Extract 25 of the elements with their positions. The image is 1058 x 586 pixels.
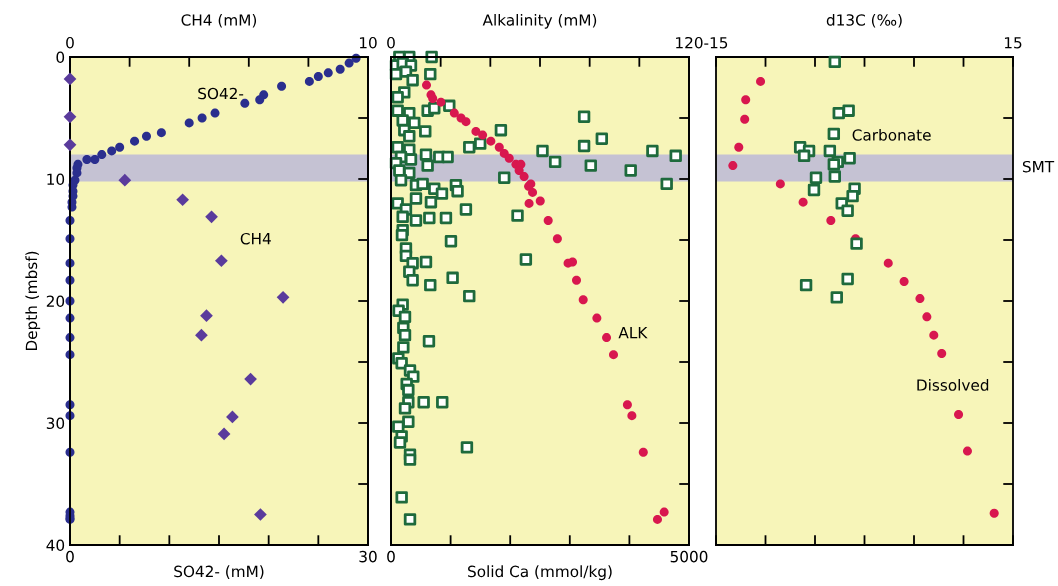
series-label: Carbonate [852,128,931,141]
y-tick-label: 0 [56,51,65,64]
y-tick-label: 30 [46,417,65,430]
y-tick-label: 20 [46,295,65,308]
x2-axis-title: Alkalinity (mM) [482,13,597,29]
y-tick-label: 10 [47,173,65,186]
x-tick-label: 30 [359,550,377,563]
x-tick-label: 15 [1004,37,1022,49]
x2-axis-title: CH4 (mM) [181,13,257,28]
x-tick-label: 5000 [670,550,708,563]
x-axis-title: d13C (‰) [826,13,902,28]
y-axis-title: Depth (mbsf) [25,251,41,351]
series-label: ALK [618,327,648,339]
x-tick-label: -15 [704,37,728,49]
x-tick-label: 0 [387,550,395,563]
x2-tick-label: 10 [359,36,377,49]
series-label: SO42- [198,87,244,100]
x-axis-title: Solid Ca (mmol/kg) [468,565,612,581]
x-axis-title: SO42- (mM) [174,565,264,579]
x-tick-label: 0 [66,550,74,563]
y-tick-label: 40 [46,539,65,552]
band-label: SMT [1022,160,1055,173]
series-label: CH4 [240,232,271,245]
series-label: Dissolved [917,379,989,391]
x2-tick-label: 120 [676,36,703,49]
